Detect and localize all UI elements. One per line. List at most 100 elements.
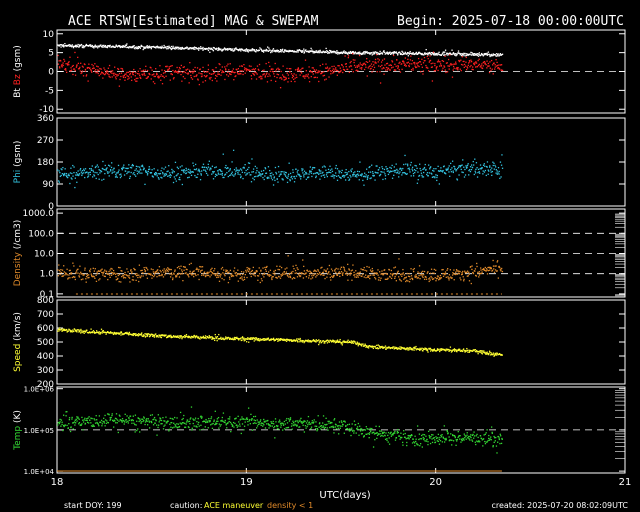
point-speed-Speed-854 (479, 349, 481, 352)
point-phi-Phi-866 (485, 174, 487, 177)
point-density-Density-877 (490, 267, 492, 270)
point-temp-Temp-127 (120, 419, 122, 421)
point-mag-Bz-110 (111, 76, 113, 78)
point-mag-Bt-202 (157, 46, 159, 49)
point-phi-Phi-600 (354, 171, 356, 173)
point-phi-Phi-715 (410, 161, 412, 164)
point-phi-Phi-625 (366, 176, 368, 178)
point-mag-Bz-148 (130, 76, 132, 78)
point-density-Density-95 (104, 269, 106, 271)
point-speed-Speed-180 (146, 333, 148, 335)
point-speed-Speed-102 (107, 331, 110, 334)
point-phi-Phi-384 (246, 168, 249, 171)
point-phi-Phi-0 (57, 169, 59, 171)
point-mag-Bt-373 (241, 48, 244, 51)
point-mag-Bt-281 (196, 48, 198, 50)
point-density-Density-622 (364, 274, 367, 276)
point-temp-Temp-164 (138, 420, 140, 423)
point-mag-Bz-542 (325, 63, 327, 65)
point-mag-Bt-426 (267, 50, 270, 52)
point-density-Density-461 (285, 273, 287, 275)
point-phi-Phi-744 (425, 169, 427, 171)
point-phi-Phi-863 (483, 171, 486, 173)
point-speed-Speed-518 (313, 340, 315, 342)
point-density-Density-275 (193, 275, 195, 278)
point-density-Density-126 (119, 267, 121, 269)
point-phi-Phi-22 (68, 173, 70, 175)
point-mag-Bz-669 (387, 67, 390, 70)
point-density-Density-528 (318, 273, 320, 275)
point-phi-Phi-807 (456, 178, 458, 180)
point-mag-Bt-861 (482, 55, 484, 57)
point-phi-Phi-641 (374, 179, 376, 181)
point-temp-Temp-100 (106, 413, 109, 415)
point-mag-Bz-489 (298, 69, 301, 72)
point-density-Density-620 (363, 276, 365, 278)
point-mag-Bt-513 (311, 50, 313, 53)
point-mag-Bt-119 (115, 45, 118, 47)
point-density-Density-235 (173, 273, 175, 275)
point-mag-Bt-667 (386, 52, 389, 55)
point-speed-Speed-598 (352, 342, 355, 344)
point-density-Density-316 (213, 272, 215, 275)
point-mag-Bz-412 (261, 76, 263, 78)
point-speed-Speed-735 (420, 348, 422, 350)
point-density-Density-817 (461, 272, 463, 274)
point-mag-Bz-232 (171, 73, 173, 76)
point-mag-Bz-747 (426, 55, 428, 58)
point-mag-Bt-648 (377, 52, 379, 54)
point-phi-Phi-123 (117, 164, 120, 167)
point-speed-Speed-522 (315, 341, 317, 343)
point-phi-Phi-325 (217, 172, 219, 174)
point-temp-Temp-96 (104, 425, 106, 427)
point-density-Density-192 (152, 268, 154, 271)
point-density-Density-568 (338, 272, 340, 274)
point-speed-Speed-249 (180, 336, 182, 338)
point-phi-Phi-561 (334, 167, 337, 169)
point-mag-Bz-393 (251, 69, 253, 71)
point-temp-Temp-7 (60, 419, 63, 421)
point-mag-Bz-150 (131, 71, 133, 74)
point-mag-Bt-289 (200, 46, 202, 48)
point-mag-Bz-572 (339, 70, 342, 73)
point-density-Density-818 (461, 273, 463, 275)
point-mag-Bt-828 (466, 54, 469, 56)
point-phi-Phi-288 (199, 179, 202, 181)
point-density-Density-648 (377, 274, 379, 276)
point-density-Density-458 (283, 270, 285, 273)
point-density-Density-246 (178, 276, 181, 278)
point-speed-Speed-881 (492, 352, 495, 354)
point-phi-Phi-81 (97, 173, 99, 176)
point-speed-Speed-300 (205, 337, 207, 340)
point-temp-Temp-252 (181, 422, 184, 424)
point-mag-Bz-36 (74, 74, 77, 76)
point-speed-Speed-712 (409, 346, 411, 349)
point-phi-Phi-121 (117, 172, 119, 174)
point-density-Density-291 (201, 274, 203, 277)
point-mag-Bz-172 (142, 70, 144, 72)
point-speed-Speed-355 (232, 338, 234, 341)
point-temp-Temp-138 (125, 418, 127, 421)
point-speed-Speed-748 (426, 349, 429, 351)
point-mag-Bz-166 (139, 68, 141, 70)
point-speed-Speed-349 (229, 337, 231, 339)
point-speed-Speed-129 (120, 331, 123, 334)
point-phi-Phi-850 (477, 171, 479, 174)
point-mag-Bz-416 (262, 73, 265, 75)
point-density-Density-548 (328, 270, 330, 273)
point-phi-Phi-564 (335, 175, 338, 178)
point-phi-Phi-137 (124, 170, 127, 172)
point-mag-Bt-239 (175, 46, 177, 48)
point-density-Density-610 (358, 272, 360, 274)
point-mag-Bt-148 (130, 46, 132, 49)
point-mag-Bt-610 (359, 51, 361, 53)
point-density-Density-465 (287, 275, 289, 277)
point-density-Density-454 (281, 274, 283, 276)
point-speed-Speed-662 (384, 345, 387, 347)
point-density-Density-653 (380, 277, 382, 279)
point-mag-Bt-517 (312, 50, 315, 53)
point-mag-Bt-180 (146, 45, 148, 47)
point-mag-Bz-764 (434, 70, 437, 72)
point-mag-Bt-277 (194, 48, 196, 51)
point-mag-Bt-151 (131, 46, 134, 49)
